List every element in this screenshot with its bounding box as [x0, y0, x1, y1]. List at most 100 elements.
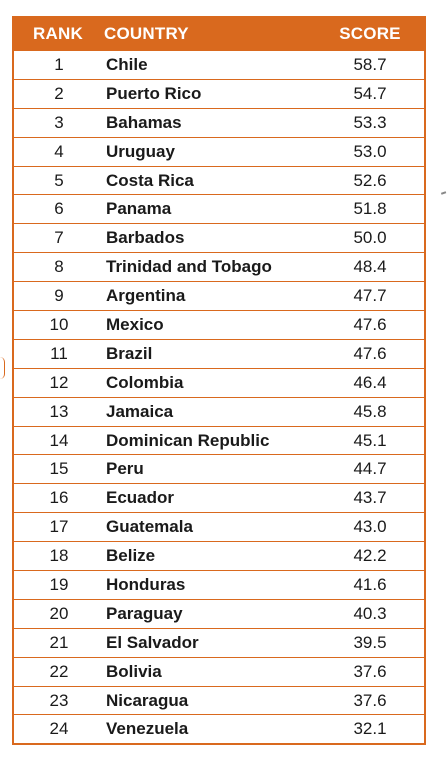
score-cell: 40.3: [353, 603, 387, 623]
score-cell: 48.4: [353, 257, 387, 277]
score-cell: 53.3: [353, 112, 387, 132]
country-cell: Venezuela: [106, 719, 189, 739]
table-row: 21 El Salvador 39.5: [14, 627, 424, 657]
header-country: COUNTRY: [104, 24, 189, 43]
score-cell: 50.0: [353, 228, 387, 248]
rank-cell: 11: [50, 343, 68, 363]
header-score: SCORE: [339, 24, 401, 43]
rank-cell: 15: [49, 459, 69, 479]
table-row: 5 Costa Rica 52.6: [14, 165, 424, 195]
rank-cell: 17: [49, 517, 69, 537]
table-row: 11 Brazil 47.6: [14, 338, 424, 368]
rank-cell: 8: [54, 257, 64, 277]
country-cell: Trinidad and Tobago: [106, 257, 272, 277]
table-row: 14 Dominican Republic 45.1: [14, 425, 424, 455]
score-cell: 58.7: [353, 54, 387, 74]
country-cell: Paraguay: [106, 603, 183, 623]
country-cell: Brazil: [106, 343, 153, 363]
table-row: 2 Puerto Rico 54.7: [14, 78, 424, 108]
ranking-table: RANK COUNTRY SCORE 1 Chile 58.7 2 Puerto Ric…: [12, 16, 426, 746]
right-edge-mark: [440, 191, 447, 195]
rank-cell: 23: [49, 690, 69, 710]
country-cell: Argentina: [106, 286, 186, 306]
score-cell: 52.6: [353, 170, 387, 190]
score-cell: 32.1: [353, 719, 387, 739]
rank-cell: 19: [49, 574, 69, 594]
country-cell: El Salvador: [106, 632, 199, 652]
country-cell: Belize: [106, 546, 156, 566]
table-body: 1 Chile 58.7 2 Puerto Rico 54.7 3 Bahamas 53.3 4 U…: [14, 50, 424, 743]
table-row: 18 Belize 42.2: [14, 541, 424, 570]
score-cell: 51.8: [353, 199, 387, 219]
rank-cell: 3: [54, 112, 64, 132]
rank-cell: 5: [54, 170, 64, 190]
table-row: 13 Jamaica 45.8: [14, 396, 424, 426]
rank-cell: 21: [49, 632, 69, 652]
table-row: 12 Colombia 46.4: [14, 367, 424, 397]
score-cell: 53.0: [353, 141, 387, 161]
table-row: 24 Venezuela 32.1: [14, 714, 424, 743]
table-row: 4 Uruguay 53.0: [14, 136, 424, 166]
country-cell: Uruguay: [106, 141, 175, 161]
rank-cell: 9: [54, 286, 64, 306]
table-row: 15 Peru 44.7: [14, 454, 424, 483]
score-cell: 45.1: [353, 430, 387, 450]
rank-cell: 12: [49, 372, 69, 392]
country-cell: Panama: [106, 199, 172, 219]
table-row: 3 Bahamas 53.3: [14, 107, 424, 137]
country-cell: Nicaragua: [106, 690, 189, 710]
rank-cell: 24: [49, 719, 69, 739]
score-cell: 39.5: [353, 632, 387, 652]
rank-cell: 4: [54, 141, 64, 161]
country-cell: Guatemala: [106, 517, 193, 537]
rank-cell: 18: [49, 546, 69, 566]
table-row: 7 Barbados 50.0: [14, 223, 424, 252]
rank-cell: 2: [54, 83, 64, 103]
table-row: 17 Guatemala 43.0: [14, 512, 424, 541]
rank-cell: 13: [49, 401, 69, 421]
table-row: 16 Ecuador 43.7: [14, 483, 424, 512]
country-cell: Chile: [106, 54, 148, 74]
country-cell: Puerto Rico: [106, 83, 202, 103]
table-row: 10 Mexico 47.6: [14, 310, 424, 339]
score-cell: 46.4: [353, 372, 387, 392]
table-row: 1 Chile 58.7: [14, 50, 424, 79]
rank-cell: 16: [49, 488, 69, 508]
header-rank: RANK: [33, 24, 83, 43]
table-header: RANK COUNTRY SCORE: [14, 18, 424, 50]
score-cell: 42.2: [353, 546, 387, 566]
rank-cell: 14: [49, 430, 69, 450]
rank-cell: 1: [54, 54, 64, 74]
country-cell: Mexico: [106, 314, 164, 334]
country-cell: Jamaica: [106, 401, 174, 421]
table-row: 6 Panama 51.8: [14, 194, 424, 223]
rank-cell: 7: [54, 228, 64, 248]
country-cell: Costa Rica: [106, 170, 194, 190]
country-cell: Ecuador: [106, 488, 175, 508]
country-cell: Peru: [106, 459, 144, 479]
score-cell: 37.6: [353, 661, 387, 681]
country-cell: Dominican Republic: [106, 430, 270, 450]
rank-cell: 6: [54, 199, 64, 219]
score-cell: 41.6: [353, 574, 387, 594]
score-cell: 47.7: [353, 286, 387, 306]
score-cell: 54.7: [353, 83, 387, 103]
table-row: 23 Nicaragua 37.6: [14, 685, 424, 715]
country-cell: Bahamas: [106, 112, 182, 132]
table-row: 22 Bolivia 37.6: [14, 656, 424, 686]
score-cell: 44.7: [353, 459, 387, 479]
table-row: 9 Argentina 47.7: [14, 281, 424, 310]
score-cell: 47.6: [353, 314, 387, 334]
table-row: 8 Trinidad and Tobago 48.4: [14, 252, 424, 281]
score-cell: 37.6: [353, 690, 387, 710]
rank-cell: 10: [49, 314, 69, 334]
country-cell: Honduras: [106, 574, 186, 594]
score-cell: 43.7: [353, 488, 387, 508]
score-cell: 47.6: [353, 343, 387, 363]
table-row: 19 Honduras 41.6: [14, 570, 424, 599]
country-cell: Barbados: [106, 228, 185, 248]
score-cell: 43.0: [353, 517, 387, 537]
rank-cell: 20: [49, 603, 69, 623]
score-cell: 45.8: [353, 401, 387, 421]
rank-cell: 22: [49, 661, 69, 681]
